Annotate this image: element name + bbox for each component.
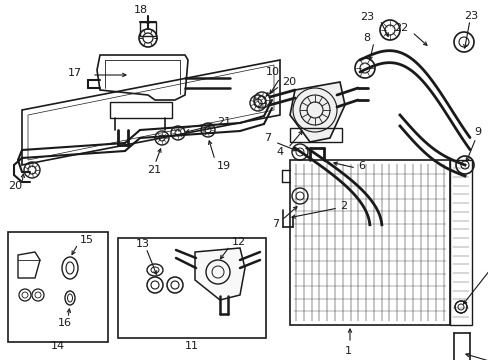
Text: 10: 10 (265, 67, 280, 77)
Bar (449, 160, 471, 325)
Text: 22: 22 (393, 23, 407, 33)
Text: 8: 8 (362, 33, 369, 43)
Text: 13: 13 (136, 239, 150, 249)
Text: 21: 21 (217, 117, 231, 127)
Text: 11: 11 (184, 341, 199, 351)
Text: 1: 1 (345, 346, 351, 356)
Bar (289, 160, 449, 325)
Text: 21: 21 (147, 165, 161, 175)
Bar (8, 232, 108, 342)
Text: 7: 7 (271, 219, 279, 229)
Polygon shape (289, 82, 345, 142)
Text: 12: 12 (231, 237, 245, 247)
Text: 23: 23 (359, 12, 373, 22)
Text: 9: 9 (473, 127, 480, 137)
Text: 20: 20 (8, 181, 22, 191)
Text: 2: 2 (339, 201, 346, 211)
Bar (140, 22, 156, 36)
Text: 20: 20 (282, 77, 296, 87)
Text: 18: 18 (134, 5, 148, 15)
Text: 15: 15 (80, 235, 94, 245)
Text: 19: 19 (217, 161, 231, 171)
Text: 16: 16 (58, 318, 72, 328)
Text: 6: 6 (357, 161, 364, 171)
Text: 7: 7 (264, 133, 270, 143)
Polygon shape (195, 248, 244, 300)
Text: 4: 4 (275, 147, 283, 157)
Bar (289, 128, 341, 142)
Text: 23: 23 (463, 11, 477, 21)
Bar (110, 102, 172, 118)
Text: 17: 17 (68, 68, 82, 78)
Text: 14: 14 (51, 341, 65, 351)
Bar (118, 238, 265, 338)
